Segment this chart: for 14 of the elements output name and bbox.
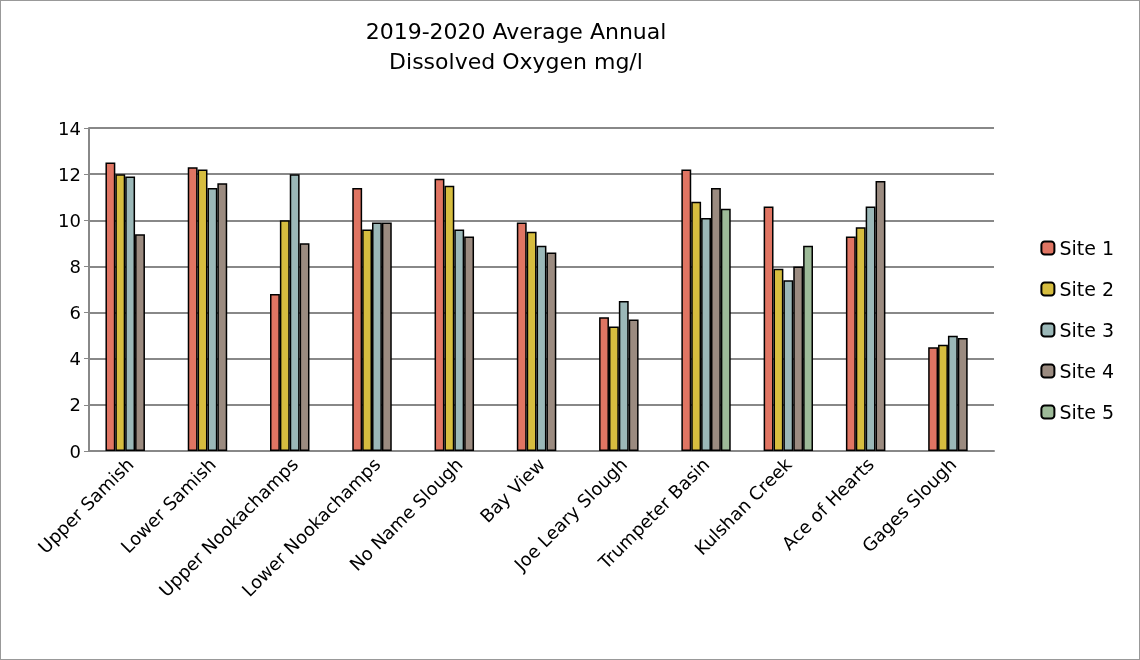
legend-label: Site 3 xyxy=(1059,319,1114,341)
y-tick-label: 14 xyxy=(58,117,81,139)
legend-label: Site 4 xyxy=(1059,360,1114,382)
y-tick-label: 2 xyxy=(69,394,81,416)
y-tick-label: 10 xyxy=(58,209,81,231)
chart-title: 2019-2020 Average Annual Dissolved Oxygen mg/l xyxy=(365,18,667,74)
legend-label: Site 2 xyxy=(1059,278,1114,300)
y-tick-label: 12 xyxy=(58,163,81,185)
y-tick-label: 0 xyxy=(69,440,81,462)
legend-label: Site 5 xyxy=(1059,401,1114,423)
y-tick-label: 8 xyxy=(69,255,81,277)
y-tick-label: 6 xyxy=(69,302,81,324)
y-tick-label: 4 xyxy=(69,348,81,370)
legend-label: Site 1 xyxy=(1059,237,1114,259)
